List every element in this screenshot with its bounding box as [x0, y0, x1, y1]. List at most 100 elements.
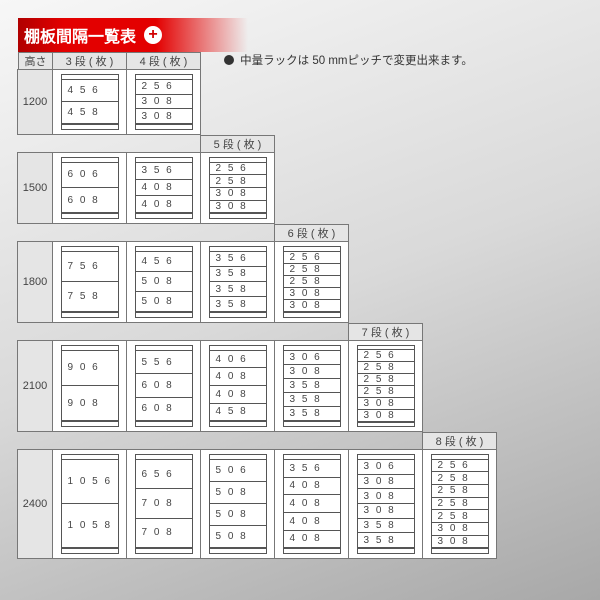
rack-section-value: 5 0 8 — [136, 292, 192, 312]
empty-cell — [422, 340, 497, 432]
rack-diagram: 5 0 65 0 85 0 85 0 8 — [209, 454, 267, 554]
rack-section-value: 3 0 8 — [358, 475, 414, 490]
rack-cell: 5 0 65 0 85 0 85 0 8 — [200, 449, 275, 559]
empty-cell — [274, 69, 349, 135]
empty-cell — [422, 322, 497, 340]
rack-section-value: 5 0 8 — [210, 504, 266, 526]
rack-diagram: 2 5 62 5 83 0 83 0 8 — [209, 157, 267, 219]
rack-cell: 3 0 63 0 83 5 83 5 83 5 8 — [274, 340, 349, 432]
rack-diagram: 3 0 63 0 83 0 83 0 83 5 83 5 8 — [357, 454, 415, 554]
empty-cell — [274, 134, 349, 152]
empty-cell — [17, 322, 53, 340]
empty-cell — [52, 322, 127, 340]
row-height-label: 2100 — [17, 340, 53, 432]
rack-section-value: 3 5 6 — [210, 252, 266, 267]
rack-section-value: 4 0 8 — [284, 513, 340, 531]
column-header: 4 段 ( 枚 ) — [126, 52, 201, 70]
rack-section-value: 2 5 8 — [284, 264, 340, 276]
rack-diagram: 4 5 65 0 85 0 8 — [135, 246, 193, 318]
rack-section-value: 6 0 8 — [62, 188, 118, 213]
rack-section-value: 9 0 6 — [62, 351, 118, 386]
empty-cell — [52, 431, 127, 449]
rack-diagram: 4 0 64 0 84 0 84 5 8 — [209, 345, 267, 427]
rack-section-value: 4 5 8 — [62, 102, 118, 124]
rack-section-value: 5 0 8 — [210, 482, 266, 504]
plus-icon: + — [144, 26, 162, 44]
rack-cell: 3 0 63 0 83 0 83 0 83 5 83 5 8 — [348, 449, 423, 559]
empty-cell — [126, 322, 201, 340]
rack-section-value: 4 0 8 — [284, 478, 340, 496]
title-bar: 棚板間隔一覧表 + — [18, 18, 248, 52]
rack-cell: 2 5 62 5 82 5 83 0 83 0 8 — [274, 241, 349, 323]
rack-section-value: 4 0 8 — [136, 180, 192, 197]
rack-section-value: 3 5 8 — [210, 267, 266, 282]
rack-section-value: 3 0 8 — [284, 288, 340, 300]
rack-cell: 1 0 5 61 0 5 8 — [52, 449, 127, 559]
rack-section-value: 3 5 8 — [284, 379, 340, 393]
rack-section-value: 3 0 8 — [432, 536, 488, 549]
empty-cell — [200, 431, 275, 449]
rack-cell: 4 5 64 5 8 — [52, 69, 127, 135]
column-header: 7 段 ( 枚 ) — [348, 323, 423, 341]
column-header: 6 段 ( 枚 ) — [274, 224, 349, 242]
rack-section-value: 5 0 6 — [210, 460, 266, 482]
spacing-grid: 高さ3 段 ( 枚 )4 段 ( 枚 )中量ラックは 50 mmピッチで変更出来… — [18, 52, 591, 559]
rack-cell: 3 5 64 0 84 0 84 0 84 0 8 — [274, 449, 349, 559]
rack-section-value: 4 0 8 — [284, 495, 340, 513]
note-cell: 中量ラックは 50 mmピッチで変更出来ます。 — [200, 51, 497, 69]
rack-diagram: 6 5 67 0 87 0 8 — [135, 454, 193, 554]
rack-section-value: 2 5 8 — [358, 386, 414, 398]
rack-cell: 4 0 64 0 84 0 84 5 8 — [200, 340, 275, 432]
empty-cell — [200, 223, 275, 241]
rack-section-value: 5 0 8 — [210, 526, 266, 548]
rack-diagram: 3 0 63 0 83 5 83 5 83 5 8 — [283, 345, 341, 427]
rack-section-value: 3 0 8 — [358, 504, 414, 519]
rack-section-value: 3 5 8 — [210, 282, 266, 297]
rack-section-value: 3 5 6 — [284, 460, 340, 478]
rack-cell: 6 5 67 0 87 0 8 — [126, 449, 201, 559]
rack-section-value: 3 0 6 — [284, 351, 340, 365]
rack-diagram: 9 0 69 0 8 — [61, 345, 119, 427]
rack-diagram: 2 5 62 5 82 5 82 5 83 0 83 0 8 — [357, 345, 415, 427]
rack-diagram: 7 5 67 5 8 — [61, 246, 119, 318]
column-header: 5 段 ( 枚 ) — [200, 135, 275, 153]
column-header: 8 段 ( 枚 ) — [422, 432, 497, 450]
rack-section-value: 3 5 8 — [284, 407, 340, 421]
rack-section-value: 3 0 8 — [284, 300, 340, 312]
rack-cell: 4 5 65 0 85 0 8 — [126, 241, 201, 323]
rack-section-value: 2 5 8 — [358, 362, 414, 374]
empty-cell — [274, 431, 349, 449]
row-height-label: 1500 — [17, 152, 53, 224]
rack-section-value: 3 0 8 — [432, 523, 488, 536]
empty-cell — [422, 241, 497, 323]
rack-cell: 6 0 66 0 8 — [52, 152, 127, 224]
rack-section-value: 2 5 6 — [358, 350, 414, 362]
rack-section-value: 4 5 8 — [210, 404, 266, 422]
rack-section-value: 4 5 6 — [62, 80, 118, 102]
rack-cell: 2 5 62 5 82 5 82 5 82 5 83 0 83 0 8 — [422, 449, 497, 559]
empty-cell — [17, 223, 53, 241]
rack-diagram: 6 0 66 0 8 — [61, 157, 119, 219]
note-text: 中量ラックは 50 mmピッチで変更出来ます。 — [240, 52, 473, 68]
rack-cell: 2 5 62 5 83 0 83 0 8 — [200, 152, 275, 224]
empty-cell — [348, 223, 423, 241]
bullet-icon — [224, 55, 234, 65]
rack-section-value: 3 0 8 — [358, 489, 414, 504]
rack-section-value: 2 5 8 — [432, 472, 488, 485]
empty-cell — [348, 152, 423, 224]
rack-section-value: 2 5 6 — [284, 252, 340, 264]
rack-section-value: 3 0 8 — [358, 410, 414, 422]
rack-diagram: 3 5 64 0 84 0 8 — [135, 157, 193, 219]
empty-cell — [200, 69, 275, 135]
rack-diagram: 2 5 62 5 82 5 82 5 82 5 83 0 83 0 8 — [431, 454, 489, 554]
rack-section-value: 3 5 8 — [210, 297, 266, 312]
rack-diagram: 2 5 62 5 82 5 83 0 83 0 8 — [283, 246, 341, 318]
rack-section-value: 3 0 8 — [358, 398, 414, 410]
empty-cell — [422, 69, 497, 135]
rack-diagram: 3 5 63 5 83 5 83 5 8 — [209, 246, 267, 318]
rack-section-value: 2 5 8 — [432, 485, 488, 498]
rack-section-value: 4 0 6 — [210, 351, 266, 369]
rack-section-value: 7 5 8 — [62, 282, 118, 312]
rack-cell: 3 5 64 0 84 0 8 — [126, 152, 201, 224]
rack-section-value: 7 0 8 — [136, 519, 192, 548]
